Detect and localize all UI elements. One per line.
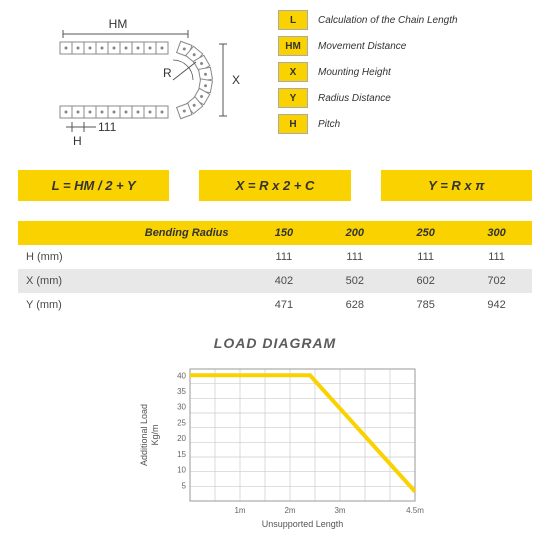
cell: 111 [390, 245, 461, 269]
table-col: 300 [461, 221, 532, 245]
table-header-row: Bending Radius 150 200 250 300 [18, 221, 532, 245]
row-label: Y (mm) [18, 293, 248, 317]
cell: 111 [319, 245, 390, 269]
legend-row: X Mounting Height [278, 62, 532, 82]
dim-x-label: X [232, 73, 240, 87]
dim-hm-label: HM [109, 17, 128, 31]
cell: 602 [390, 269, 461, 293]
legend-text: Calculation of the Chain Length [318, 15, 458, 26]
formula-y: Y = R x π [381, 170, 532, 201]
cell: 402 [248, 269, 319, 293]
cell: 471 [248, 293, 319, 317]
table-col: 200 [319, 221, 390, 245]
top-row: HM [18, 10, 532, 150]
cell: 502 [319, 269, 390, 293]
cell: 111 [248, 245, 319, 269]
table-header-label: Bending Radius [18, 221, 248, 245]
chain-top [60, 42, 168, 54]
svg-text:4.5m: 4.5m [406, 506, 424, 515]
svg-text:1m: 1m [234, 506, 245, 515]
svg-text:2m: 2m [284, 506, 295, 515]
chain-diagram: HM [18, 10, 248, 150]
table-row: Y (mm) 471 628 785 942 [18, 293, 532, 317]
svg-text:Unsupported Length: Unsupported Length [262, 519, 344, 529]
load-chart: 5 10 15 20 25 30 35 40 1m 2m 3m 4.5m Additional Load… [18, 361, 532, 531]
table-row: X (mm) 402 502 602 702 [18, 269, 532, 293]
cell: 702 [461, 269, 532, 293]
row-label: H (mm) [18, 245, 248, 269]
chain-bottom [60, 106, 168, 118]
table-col: 250 [390, 221, 461, 245]
svg-text:20: 20 [177, 434, 186, 443]
legend: L Calculation of the Chain Length HM Mov… [278, 10, 532, 150]
legend-badge-l: L [278, 10, 308, 30]
legend-badge-x: X [278, 62, 308, 82]
dim-h-label: H [73, 134, 82, 148]
chain-curve [177, 41, 213, 118]
cell: 785 [390, 293, 461, 317]
legend-badge-h: H [278, 114, 308, 134]
legend-badge-hm: HM [278, 36, 308, 56]
svg-text:Kg/m: Kg/m [150, 424, 160, 445]
svg-text:40: 40 [177, 371, 186, 380]
svg-text:5: 5 [182, 481, 187, 490]
table-col: 150 [248, 221, 319, 245]
dim-111-label: 111 [98, 120, 117, 134]
legend-row: L Calculation of the Chain Length [278, 10, 532, 30]
legend-text: Mounting Height [318, 67, 391, 78]
cell: 628 [319, 293, 390, 317]
legend-text: Movement Distance [318, 41, 406, 52]
load-diagram-title: LOAD DIAGRAM [18, 335, 532, 351]
cell: 942 [461, 293, 532, 317]
formula-l: L = HM / 2 + Y [18, 170, 169, 201]
legend-badge-y: Y [278, 88, 308, 108]
table-row: H (mm) 111 111 111 111 [18, 245, 532, 269]
svg-text:25: 25 [177, 418, 186, 427]
legend-text: Pitch [318, 119, 340, 130]
legend-row: HM Movement Distance [278, 36, 532, 56]
svg-text:10: 10 [177, 466, 186, 475]
legend-row: H Pitch [278, 114, 532, 134]
svg-text:35: 35 [177, 387, 186, 396]
formula-x: X = R x 2 + C [199, 170, 350, 201]
dim-r-label: R [163, 66, 172, 80]
legend-text: Radius Distance [318, 93, 391, 104]
row-label: X (mm) [18, 269, 248, 293]
svg-text:Additional Load: Additional Load [139, 404, 149, 466]
svg-text:3m: 3m [334, 506, 345, 515]
formulas-row: L = HM / 2 + Y X = R x 2 + C Y = R x π [18, 170, 532, 201]
cell: 111 [461, 245, 532, 269]
svg-text:15: 15 [177, 450, 186, 459]
svg-text:30: 30 [177, 403, 186, 412]
legend-row: Y Radius Distance [278, 88, 532, 108]
bending-table: Bending Radius 150 200 250 300 H (mm) 11… [18, 221, 532, 317]
